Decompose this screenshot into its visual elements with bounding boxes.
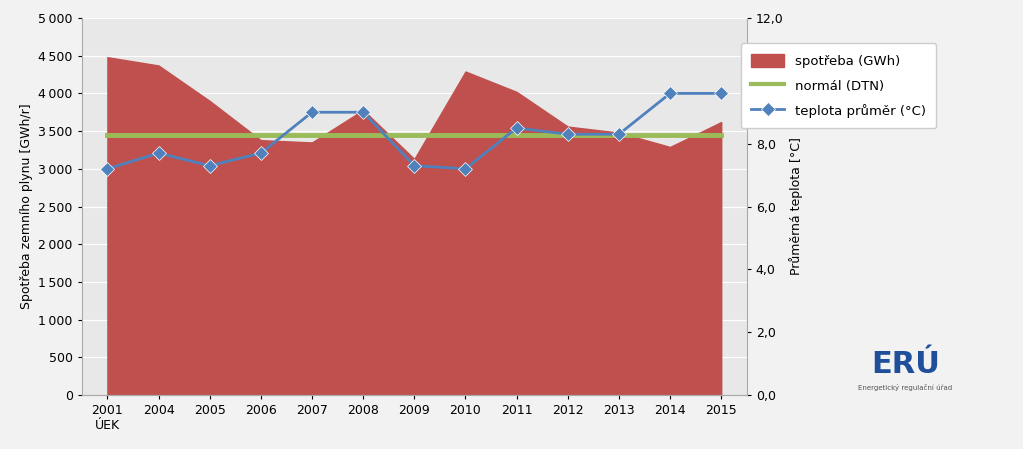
Y-axis label: Spotřeba zemního plynu [GWh/r]: Spotřeba zemního plynu [GWh/r] — [19, 104, 33, 309]
Text: Energetický regulační úřad: Energetický regulační úřad — [858, 384, 952, 391]
Legend: spotřeba (GWh), normál (DTN), teplota průměr (°C): spotřeba (GWh), normál (DTN), teplota pr… — [741, 44, 936, 128]
Text: ERÚ: ERÚ — [871, 351, 940, 379]
Y-axis label: Průměrná teplota [°C]: Průměrná teplota [°C] — [790, 137, 803, 276]
